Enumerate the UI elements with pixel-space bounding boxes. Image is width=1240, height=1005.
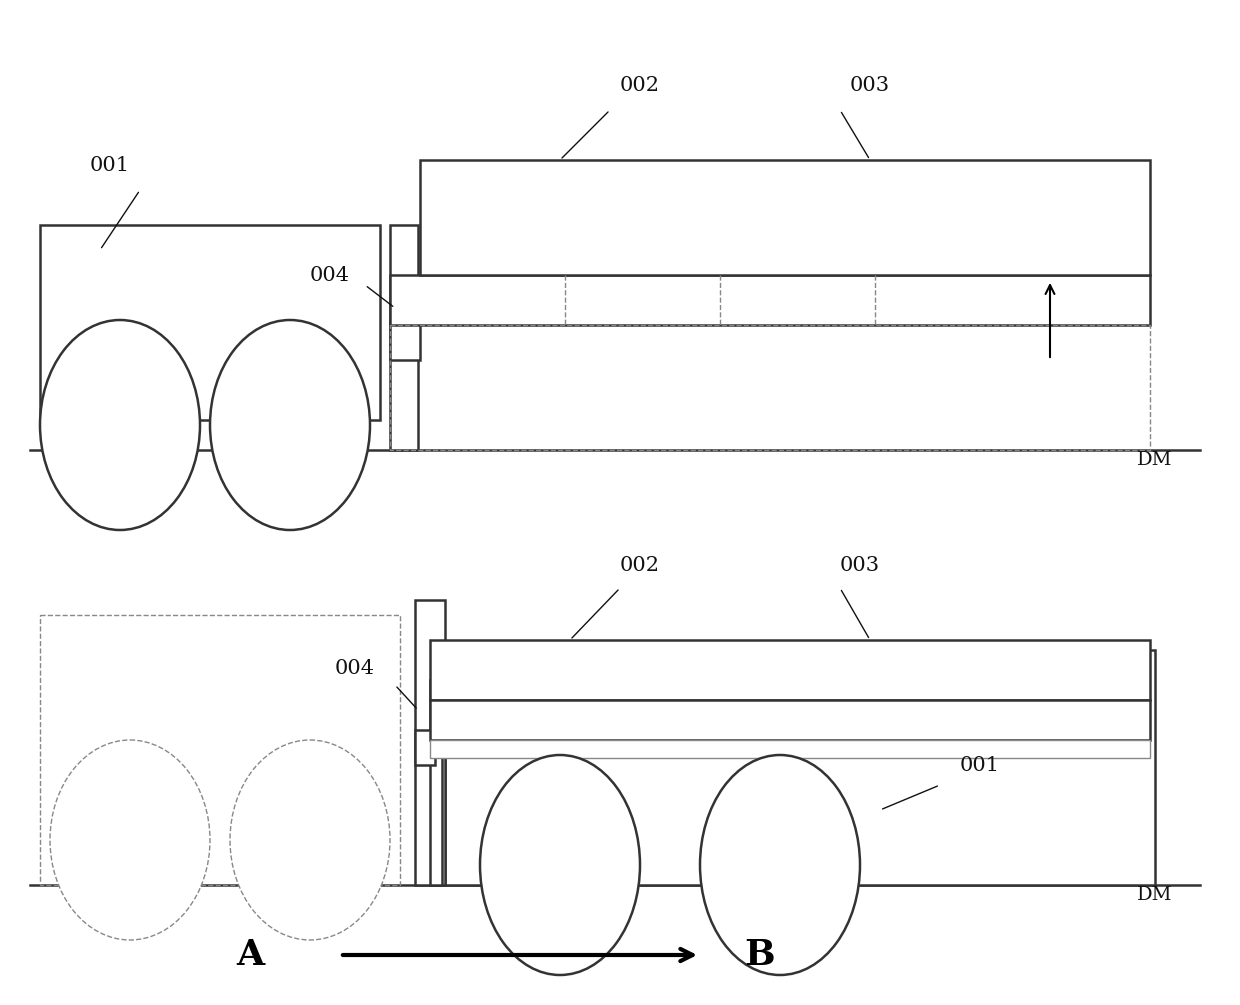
Bar: [40, 225, 379, 420]
Text: DM: DM: [1137, 886, 1173, 904]
Text: 003: 003: [839, 556, 880, 575]
Bar: [391, 225, 418, 450]
Ellipse shape: [50, 740, 210, 940]
Bar: [391, 275, 1149, 325]
Text: 002: 002: [620, 556, 660, 575]
Bar: [445, 650, 1154, 885]
Text: DM: DM: [1137, 451, 1173, 469]
Text: B: B: [745, 938, 775, 972]
Bar: [391, 320, 420, 360]
Ellipse shape: [210, 320, 370, 530]
Bar: [415, 730, 435, 765]
Text: 003: 003: [849, 75, 890, 94]
Bar: [430, 740, 1149, 758]
Bar: [420, 160, 1149, 275]
Text: 001: 001: [960, 756, 1001, 775]
Ellipse shape: [40, 320, 200, 530]
Text: 004: 004: [335, 658, 374, 677]
Text: 001: 001: [91, 156, 130, 175]
Ellipse shape: [229, 740, 391, 940]
Text: 004: 004: [310, 265, 350, 284]
Bar: [40, 615, 401, 885]
Bar: [430, 680, 441, 885]
Bar: [415, 600, 445, 885]
Bar: [391, 325, 1149, 450]
Text: A: A: [236, 938, 264, 972]
Text: 002: 002: [620, 75, 660, 94]
Bar: [430, 700, 1149, 740]
Bar: [430, 640, 1149, 700]
Ellipse shape: [701, 755, 861, 975]
Ellipse shape: [480, 755, 640, 975]
